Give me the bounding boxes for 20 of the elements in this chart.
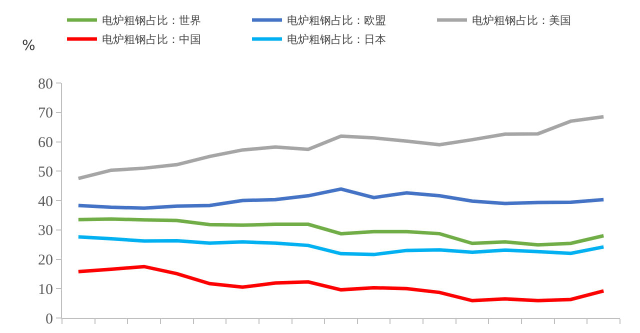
line-series [76,217,606,247]
y-tick-label: 70 [38,106,53,122]
legend-label: 电炉粗钢占比：世界 [102,14,201,28]
legend-label: 电炉粗钢占比：中国 [102,33,201,46]
y-tick-label: 80 [38,76,53,92]
y-axis-title: % [22,38,36,54]
y-tick-label: 20 [38,252,53,268]
legend-label: 电炉粗钢占比：日本 [287,33,386,46]
line-series [76,115,606,180]
y-tick-label: 50 [38,164,53,180]
line-series [76,264,606,302]
y-tick-label: 0 [46,311,53,328]
line-series [76,187,606,210]
y-tick-label: 30 [38,223,53,240]
y-tick-label: 10 [38,282,53,298]
y-tick-label: 60 [38,135,53,151]
line-series [76,235,606,256]
legend-label: 电炉粗钢占比：欧盟 [287,14,386,28]
y-tick-label: 40 [38,194,53,210]
legend-label: 电炉粗钢占比：美国 [472,14,571,28]
